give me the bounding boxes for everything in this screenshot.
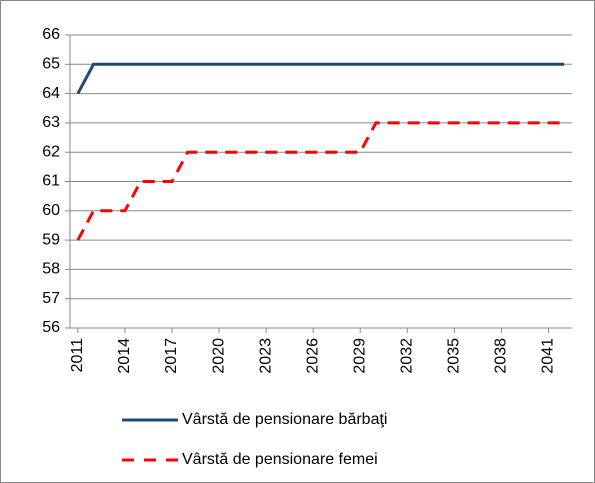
y-tick-label: 64 <box>42 85 60 102</box>
y-tick-label: 56 <box>42 319 60 336</box>
legend-label: Vârstă de pensionare bărbaţi <box>182 411 387 428</box>
y-tick-label: 57 <box>42 290 60 307</box>
x-tick-label: 2017 <box>163 338 180 374</box>
y-tick-label: 60 <box>42 202 60 219</box>
series-line <box>76 62 565 95</box>
y-tick-label: 65 <box>42 56 60 73</box>
x-tick-label: 2029 <box>351 338 368 374</box>
y-tick-label: 58 <box>42 261 60 278</box>
x-tick-label: 2011 <box>69 338 86 373</box>
y-tick-label: 59 <box>42 231 60 248</box>
x-tick-label: 2014 <box>116 338 133 374</box>
y-tick-label: 63 <box>42 114 60 131</box>
y-tick-label: 62 <box>42 143 60 160</box>
x-tick-label: 2038 <box>493 338 510 374</box>
x-tick-label: 2026 <box>304 338 321 374</box>
x-tick-label: 2020 <box>210 338 227 374</box>
x-tick-label: 2035 <box>446 338 463 374</box>
legend-label: Vârstă de pensionare femei <box>182 451 378 468</box>
x-tick-label: 2032 <box>399 338 416 374</box>
y-tick-label: 66 <box>42 26 60 43</box>
x-tick-label: 2041 <box>540 338 557 374</box>
y-tick-label: 61 <box>42 173 60 190</box>
x-tick-label: 2023 <box>257 338 274 374</box>
